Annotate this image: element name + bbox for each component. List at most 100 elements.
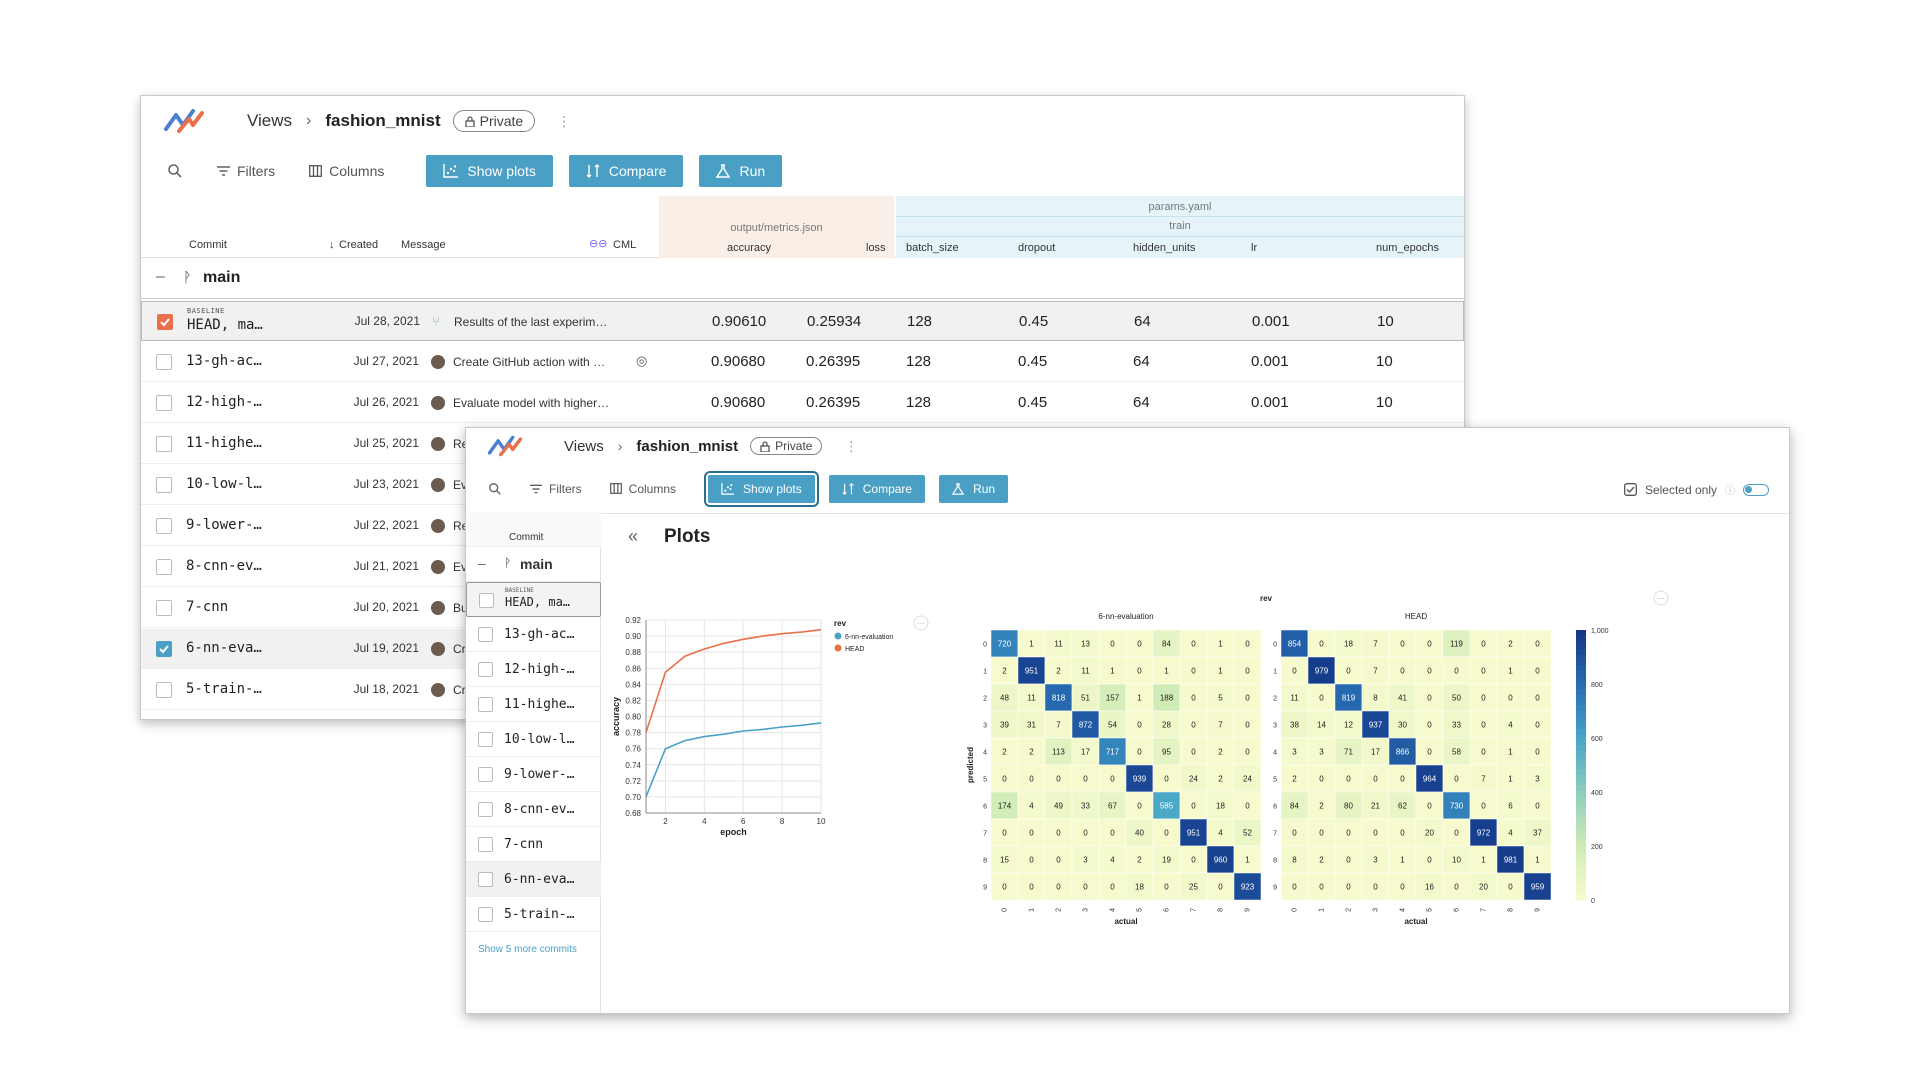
table-row[interactable]: 13-gh-ac… Jul 27, 2021 Create GitHub act… [141, 342, 1464, 382]
sidebar-item[interactable]: 10-low-l… [466, 722, 601, 757]
row-checkbox[interactable] [479, 593, 494, 608]
collapse-icon[interactable]: – [478, 555, 486, 571]
y-tick-label: 0.82 [625, 696, 641, 705]
compare-button[interactable]: Compare [828, 474, 926, 503]
sort-down-icon[interactable]: ↓ [329, 239, 335, 251]
row-checkbox[interactable] [478, 697, 493, 712]
accuracy-value: 0.90610 [712, 313, 767, 330]
sidebar-item[interactable]: 5-train-… [466, 897, 601, 932]
accuracy-column-header[interactable]: accuracy [727, 242, 772, 254]
scatter-plot-icon [443, 164, 459, 178]
run-button[interactable]: Run [939, 474, 1009, 503]
hidden-units-column-header[interactable]: hidden_units [1133, 242, 1196, 254]
row-checkbox[interactable] [156, 354, 172, 370]
row-checkbox[interactable] [478, 907, 493, 922]
columns-button[interactable]: Columns [309, 163, 384, 179]
row-checkbox[interactable] [156, 641, 172, 657]
sidebar-item[interactable]: BASELINE HEAD, ma… [466, 582, 601, 617]
heatmap-cell [1334, 737, 1363, 766]
more-options-icon[interactable]: ⋮ [844, 437, 859, 454]
branch-row[interactable]: – ᚹ main [141, 259, 1464, 299]
heatmap-cell-value: 4 [1508, 721, 1513, 730]
heatmap-cell-value: 1 [1508, 775, 1513, 784]
sidebar-item[interactable]: 12-high-… [466, 652, 601, 687]
lock-icon [464, 115, 475, 127]
cml-column-header[interactable]: CML [613, 239, 637, 251]
colorbar-segment [1576, 655, 1586, 661]
row-checkbox[interactable] [478, 767, 493, 782]
search-icon[interactable] [488, 482, 502, 496]
table-row[interactable]: BASELINE HEAD, ma… Jul 28, 2021 ⑂ Result… [141, 301, 1464, 341]
row-checkbox[interactable] [478, 732, 493, 747]
sidebar-item[interactable]: 8-cnn-ev… [466, 792, 601, 827]
toolbar: Filters Columns Show plots Compare Run [141, 146, 1464, 196]
compare-button[interactable]: Compare [568, 155, 684, 187]
show-more-commits-link[interactable]: Show 5 more commits [478, 944, 577, 955]
show-plots-button[interactable]: Show plots [704, 470, 819, 507]
collapse-icon[interactable]: – [156, 268, 165, 285]
breadcrumb-views[interactable]: Views [247, 111, 293, 130]
flask-icon [716, 164, 731, 178]
columns-button[interactable]: Columns [609, 482, 676, 496]
row-checkbox[interactable] [156, 559, 172, 575]
row-checkbox[interactable] [156, 600, 172, 616]
table-row[interactable]: 12-high-… Jul 26, 2021 Evaluate model wi… [141, 383, 1464, 423]
filters-button[interactable]: Filters [217, 163, 275, 179]
heatmap-cell-value: 1 [1535, 856, 1540, 865]
row-checkbox[interactable] [156, 682, 172, 698]
heatmap-cell [1071, 791, 1100, 820]
heatmap-cell [1469, 737, 1498, 766]
selected-only-label: Selected only [1644, 482, 1717, 497]
heatmap-cell-value: 0 [1535, 640, 1540, 649]
breadcrumb-views[interactable]: Views [564, 437, 604, 455]
commit-column-header[interactable]: Commit [189, 239, 227, 251]
more-options-icon[interactable]: ⋮ [557, 112, 572, 129]
search-icon[interactable] [167, 163, 183, 179]
row-checkbox[interactable] [156, 518, 172, 534]
branch-row[interactable]: – ᚹ main [466, 547, 601, 582]
heatmap-cell-value: 8 [1373, 694, 1378, 703]
row-checkbox[interactable] [478, 802, 493, 817]
heatmap-cell-value: 18 [1135, 883, 1144, 892]
row-checkbox[interactable] [478, 662, 493, 677]
show-plots-button[interactable]: Show plots [426, 155, 553, 187]
row-checkbox[interactable] [157, 314, 173, 330]
row-checkbox[interactable] [156, 395, 172, 411]
row-checkbox[interactable] [478, 627, 493, 642]
dropout-column-header[interactable]: dropout [1018, 242, 1056, 254]
batch-size-column-header[interactable]: batch_size [906, 242, 959, 254]
run-button[interactable]: Run [699, 155, 783, 187]
lr-column-header[interactable]: lr [1251, 242, 1258, 254]
heatmap-cell-value: 54 [1108, 721, 1117, 730]
created-column-header[interactable]: Created [339, 239, 379, 251]
row-checkbox[interactable] [478, 837, 493, 852]
message-column-header[interactable]: Message [401, 239, 446, 251]
dvc-logo-icon[interactable] [486, 434, 524, 458]
dvc-logo-icon[interactable] [163, 107, 205, 135]
heatmap-cell [1361, 737, 1390, 766]
row-checkbox[interactable] [156, 477, 172, 493]
sidebar-item[interactable]: 13-gh-ac… [466, 617, 601, 652]
sidebar-item[interactable]: 7-cnn [466, 827, 601, 862]
filters-label: Filters [549, 481, 582, 496]
created-date: Jul 22, 2021 [353, 518, 419, 532]
github-icon[interactable]: ◎ [636, 353, 648, 368]
heatmap-cell-value: 1 [1508, 667, 1513, 676]
heatmap-cell-value: 0 [1137, 667, 1142, 676]
row-checkbox[interactable] [156, 436, 172, 452]
filters-button[interactable]: Filters [530, 482, 582, 496]
heatmap-cell [1415, 818, 1444, 847]
num-epochs-column-header[interactable]: num_epochs [1376, 242, 1439, 254]
collapse-sidebar-icon[interactable]: « [628, 526, 639, 546]
scatter-plot-icon [721, 482, 734, 495]
loss-column-header[interactable]: loss [866, 242, 886, 254]
row-checkbox[interactable] [478, 872, 493, 887]
sidebar-item[interactable]: 6-nn-eva… [466, 862, 601, 897]
heatmap-cell-value: 0 [1191, 802, 1196, 811]
batch-size-value: 128 [906, 353, 932, 370]
toggle-switch[interactable] [1743, 483, 1769, 496]
sidebar-item[interactable]: 9-lower-… [466, 757, 601, 792]
sidebar-item[interactable]: 11-highe… [466, 687, 601, 722]
selected-only-toggle[interactable]: Selected only ⓘ [1624, 482, 1769, 497]
y-tick-label: 0.68 [625, 809, 641, 818]
